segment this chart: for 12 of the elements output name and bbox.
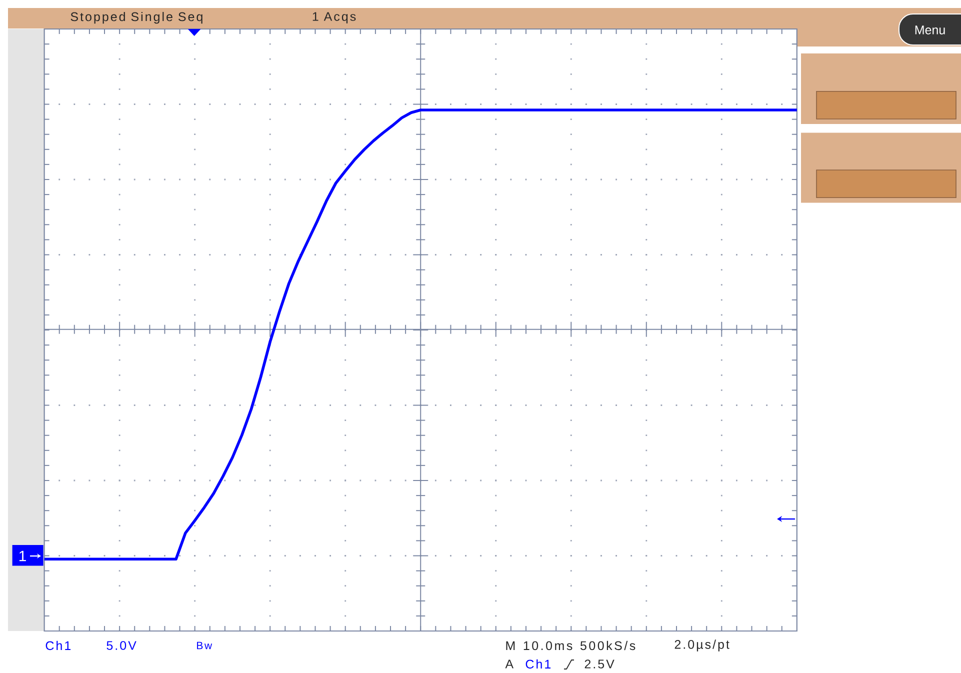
- text: Bw: [197, 642, 212, 650]
- text: 1: [19, 550, 26, 562]
- text: Ch1: [46, 640, 71, 650]
- text: Ch1: [526, 659, 551, 669]
- text: 2.0µs/pt: [674, 640, 730, 652]
- text: Menu: [915, 26, 945, 34]
- text: Stopped Single Seq: [70, 12, 202, 24]
- text: 1 Acqs: [312, 12, 356, 24]
- text: A: [505, 660, 514, 668]
- text: 5.0V: [106, 641, 136, 650]
- text: M 10.0ms 500kS/s: [506, 640, 636, 650]
- text: 2.5V: [584, 660, 614, 668]
